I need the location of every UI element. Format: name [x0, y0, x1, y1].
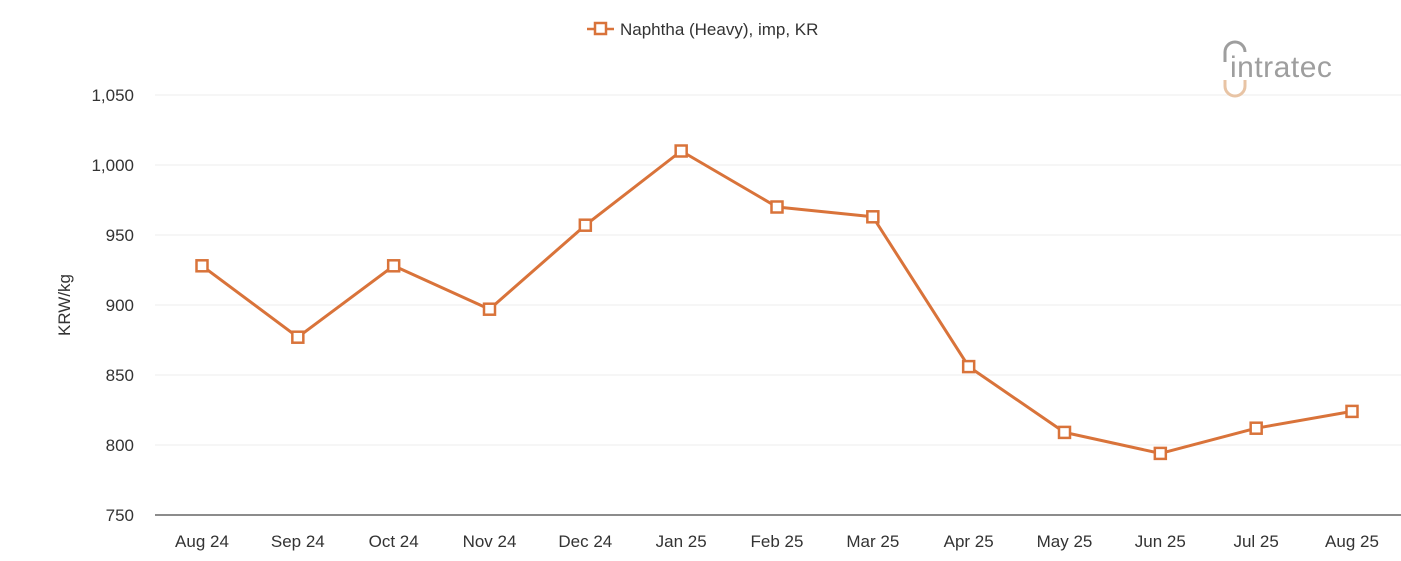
x-tick-label: Aug 25: [1325, 532, 1379, 551]
series-markers: [195, 144, 1359, 461]
x-tick-label: Jul 25: [1233, 532, 1278, 551]
x-tick-label: Apr 25: [944, 532, 994, 551]
x-tick-label: May 25: [1037, 532, 1093, 551]
data-point-marker[interactable]: [770, 200, 784, 214]
x-tick-label: Jun 25: [1135, 532, 1186, 551]
x-tick-label: Sep 24: [271, 532, 325, 551]
y-tick-label: 1,000: [91, 156, 134, 175]
legend-label: Naphtha (Heavy), imp, KR: [620, 20, 818, 39]
data-point-marker[interactable]: [386, 259, 401, 273]
x-tick-label: Jan 25: [656, 532, 707, 551]
data-point-marker[interactable]: [291, 330, 305, 344]
data-point-marker[interactable]: [961, 359, 976, 374]
data-point-marker[interactable]: [195, 259, 209, 273]
y-tick-label: 850: [106, 366, 134, 385]
logo-arc-accent-icon: [1223, 80, 1247, 98]
y-axis-title: KRW/kg: [55, 274, 74, 336]
data-point-marker[interactable]: [482, 302, 497, 316]
data-point-marker[interactable]: [1057, 425, 1072, 440]
x-axis-ticks: Aug 24 Sep 24 Oct 24 Nov 24 Dec 24 Jan 25 Feb …: [175, 532, 1379, 551]
x-tick-label: Nov 24: [463, 532, 517, 551]
data-point-marker[interactable]: [674, 144, 688, 158]
legend-square-icon: [593, 21, 608, 36]
x-tick-label: Oct 24: [369, 532, 419, 551]
gridlines: [155, 94, 1401, 446]
logo-arc-icon: [1223, 40, 1247, 62]
y-tick-label: 950: [106, 226, 134, 245]
y-tick-label: 1,050: [91, 86, 134, 105]
x-tick-label: Feb 25: [751, 532, 804, 551]
intratec-logo: intratec: [1223, 40, 1332, 98]
y-tick-label: 800: [106, 436, 134, 455]
data-point-marker[interactable]: [1249, 421, 1263, 435]
data-point-marker[interactable]: [866, 210, 880, 224]
data-point-marker[interactable]: [1153, 446, 1168, 461]
y-tick-label: 750: [106, 506, 134, 525]
x-tick-label: Dec 24: [558, 532, 612, 551]
x-tick-label: Aug 24: [175, 532, 229, 551]
y-axis-ticks: 750 800 850 900 950 1,000 1,050: [91, 86, 134, 525]
x-tick-label: Mar 25: [846, 532, 899, 551]
y-tick-label: 900: [106, 296, 134, 315]
data-point-marker[interactable]: [578, 218, 593, 232]
legend[interactable]: Naphtha (Heavy), imp, KR: [587, 20, 818, 39]
logo-text: intratec: [1230, 51, 1332, 84]
series-line: [201, 149, 1353, 455]
data-point-marker[interactable]: [1345, 404, 1359, 419]
